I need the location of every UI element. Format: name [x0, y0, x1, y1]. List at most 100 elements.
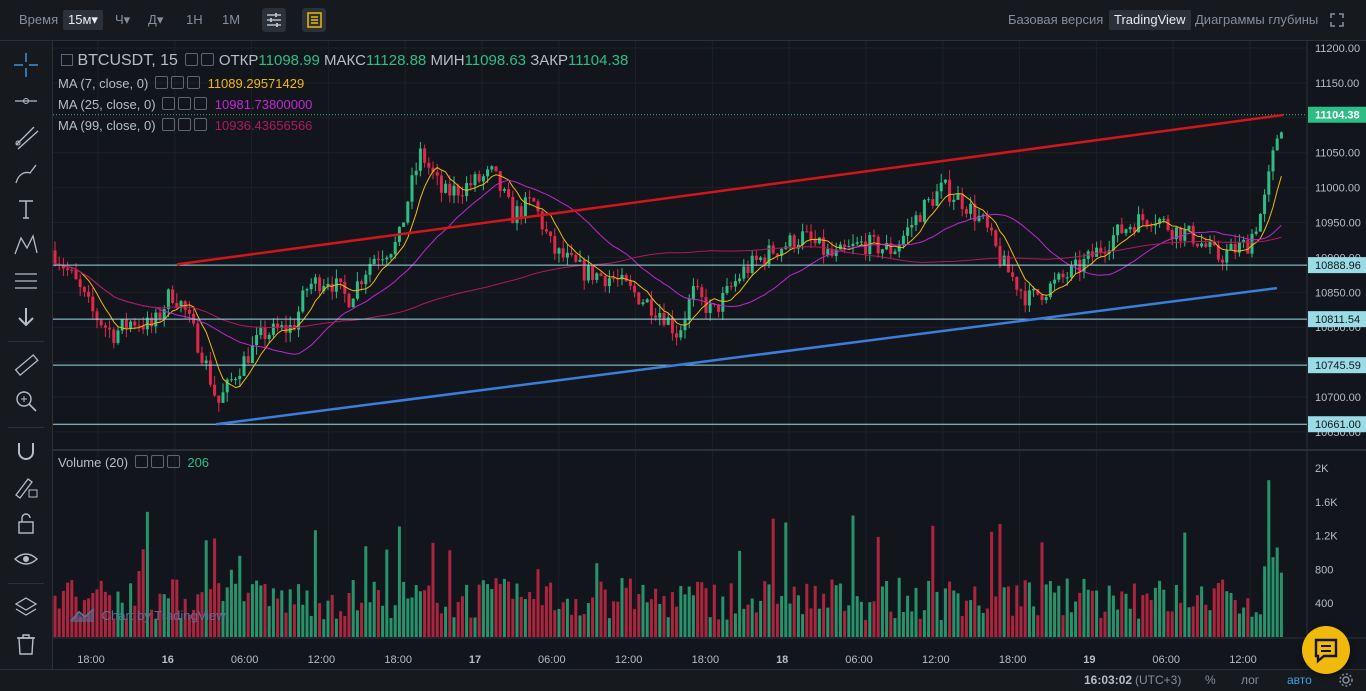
close-icon[interactable] [186, 76, 200, 89]
pattern-tool[interactable] [12, 231, 40, 259]
close-icon[interactable] [166, 455, 180, 468]
volume-bar [952, 590, 956, 637]
candle-body [213, 384, 217, 396]
volume-bar [1183, 532, 1187, 637]
crosshair-tool[interactable] [12, 51, 40, 79]
volume-bar [435, 602, 439, 637]
layers-tool[interactable] [12, 593, 40, 621]
price-axis-label: 11150.00 [1315, 78, 1359, 90]
interval-15m-button[interactable]: 15м▾ [63, 10, 103, 30]
high-label: МАКС [324, 52, 366, 69]
trend-line-tool[interactable] [12, 123, 40, 151]
view-basic-tab[interactable]: Базовая версия [1008, 12, 1104, 27]
arrow-down-tool[interactable] [12, 303, 40, 331]
candle-body [964, 209, 968, 214]
volume-bar [166, 598, 170, 637]
candle-body [1250, 233, 1254, 254]
candle-body [502, 189, 506, 191]
volume-bar [280, 590, 284, 637]
horizontal-line-tool[interactable] [12, 87, 40, 115]
eye-icon[interactable] [134, 455, 148, 468]
candle-body [263, 327, 267, 339]
candle-body [1170, 229, 1174, 240]
price-chart[interactable]: 11200.0011150.0011100.0011050.0011000.00… [53, 41, 1366, 669]
candle-body [1111, 235, 1115, 251]
gear-icon[interactable] [178, 118, 192, 131]
list-icon [307, 12, 322, 28]
candle-body [943, 179, 947, 183]
lock-drawings-tool[interactable] [12, 473, 40, 501]
open-value: 11098.99 [258, 52, 320, 69]
volume-bar [213, 538, 217, 637]
log-toggle[interactable]: лог [1241, 673, 1260, 687]
volume-bar [460, 596, 464, 637]
eye-icon[interactable] [162, 118, 176, 131]
chart-background [53, 41, 1366, 669]
bottom-status-bar: 16:03:02 (UTC+3) % лог авто [0, 669, 1366, 691]
gear-icon[interactable] [1339, 673, 1353, 687]
candle-body [465, 183, 469, 197]
candle-body [171, 289, 175, 304]
candle-body [376, 258, 380, 261]
interval-month-button[interactable]: 1М [222, 12, 241, 27]
close-icon[interactable] [194, 118, 208, 131]
view-tradingview-tab[interactable]: TradingView [1109, 10, 1191, 30]
candle-body [540, 211, 544, 230]
magnet-tool[interactable] [12, 437, 40, 465]
ruler-tool[interactable] [12, 351, 40, 379]
volume-bar [536, 569, 540, 637]
text-tool[interactable] [12, 195, 40, 223]
lock-tool[interactable] [12, 509, 40, 537]
eye-icon[interactable] [154, 76, 168, 89]
candle-body [200, 352, 204, 364]
ma7-value: 11089.29571429 [207, 76, 305, 91]
gear-icon[interactable] [178, 97, 192, 110]
candle-body [994, 230, 998, 246]
tradingview-watermark[interactable]: Chart by TradingView [70, 607, 226, 623]
fib-tool[interactable] [12, 267, 40, 295]
volume-bar [591, 597, 595, 637]
candle-body [1229, 243, 1233, 251]
volume-bar [817, 608, 821, 637]
volume-bar [876, 536, 880, 637]
candle-body [624, 274, 628, 282]
zoom-tool[interactable] [12, 387, 40, 415]
auto-toggle[interactable]: авто [1287, 673, 1312, 687]
volume-bar [1086, 589, 1090, 637]
volume-bar [943, 588, 947, 637]
volume-bar [964, 600, 968, 637]
volume-bar [607, 618, 611, 637]
studies-list-button[interactable] [302, 8, 326, 32]
collapse-icon[interactable] [61, 54, 73, 66]
fullscreen-icon[interactable] [1329, 12, 1345, 28]
candle-body [607, 278, 611, 287]
gear-icon[interactable] [201, 53, 215, 66]
delete-drawings-tool[interactable] [12, 629, 40, 657]
eye-icon[interactable] [185, 53, 199, 66]
candle-body [822, 237, 826, 255]
gear-icon[interactable] [170, 76, 184, 89]
chat-support-button[interactable] [1302, 626, 1350, 674]
view-depth-tab[interactable]: Диаграммы глубины [1195, 12, 1319, 27]
interval-hour-button[interactable]: Ч▾ [115, 12, 131, 27]
brush-tool[interactable] [12, 159, 40, 187]
interval-week-button[interactable]: 1Н [186, 12, 203, 27]
candle-body [1019, 289, 1023, 291]
close-icon[interactable] [194, 97, 208, 110]
time-axis-label: 06:00 [1152, 654, 1180, 666]
volume-bar [431, 542, 435, 637]
percent-toggle[interactable]: % [1205, 673, 1216, 687]
interval-day-button[interactable]: Д▾ [148, 12, 164, 27]
candle-body [1275, 138, 1279, 151]
candle-body [87, 291, 91, 297]
volume-bar [1254, 612, 1258, 637]
gear-icon[interactable] [150, 455, 164, 468]
volume-bar [1204, 604, 1208, 637]
sliders-icon [267, 13, 281, 27]
timezone[interactable]: (UTC+3) [1135, 673, 1182, 687]
indicators-button[interactable] [262, 8, 286, 32]
candle-body [322, 286, 326, 292]
eye-icon[interactable] [162, 97, 176, 110]
visibility-tool[interactable] [12, 545, 40, 573]
top-toolbar: Время 15м▾ Ч▾ Д▾ 1Н 1М Базовая версия Tr… [0, 0, 1366, 41]
